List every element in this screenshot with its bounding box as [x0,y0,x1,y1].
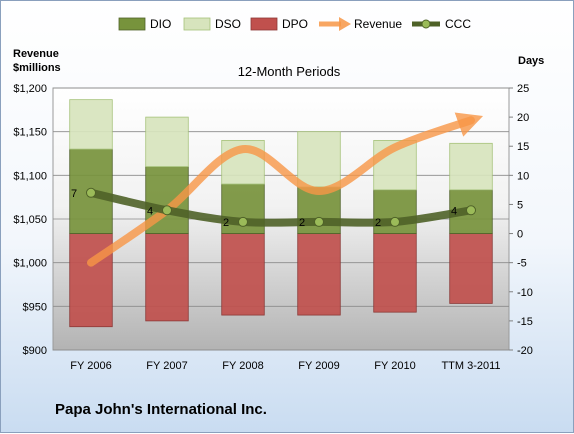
category-labels: FY 2006 FY 2007 FY 2008 FY 2009 FY 2010 TTM 3… [70,360,500,372]
category-label: FY 2006 [70,360,111,372]
left-tick-label: $1,100 [13,170,47,182]
category-label: TTM 3-2011 [441,360,500,372]
legend-label-dio: DIO [150,17,171,31]
ccc-data-label: 2 [299,217,305,229]
legend-swatch-dso [183,17,211,31]
legend-swatch-dio [118,17,146,31]
ccc-series: 7 4 2 2 2 4 [71,187,476,229]
ccc-point [466,205,476,216]
bar-dpo [297,233,341,316]
legend-swatch-ccc [412,19,440,29]
company-name: Papa John's International Inc. [55,401,267,418]
revenue-series [87,112,484,267]
legend: DIO DSO DPO Revenue CCC [118,17,471,31]
legend-label-dso: DSO [215,17,241,31]
category-label: FY 2010 [374,360,415,372]
left-axis-ticks: $900 $950 $1,000 $1,050 $1,100 $1,150 $1,200 [13,83,47,357]
right-tick-label: 25 [517,83,529,95]
left-tick-label: $1,200 [13,83,47,95]
left-tick-label: $1,150 [13,127,47,139]
revenue-line [87,112,484,267]
ccc-point [314,216,324,227]
legend-label-ccc: CCC [445,17,471,31]
category-label: FY 2008 [222,360,263,372]
bar-dso [145,116,189,168]
left-tick-label: $950 [23,301,47,313]
ccc-point [162,205,172,216]
left-axis-label-line1: Revenue [13,48,59,60]
right-axis-ticks: -20 -15 -10 -5 0 5 10 15 20 25 [509,83,533,357]
category-label: FY 2009 [298,360,339,372]
chart-title: 12-Month Periods [238,64,341,79]
right-tick-label: -5 [517,258,527,270]
left-tick-label: $900 [23,345,47,357]
bar-dpo [221,233,265,316]
ccc-data-label: 2 [223,217,229,229]
bar-dso [69,99,113,150]
right-tick-label: -20 [517,345,533,357]
left-tick-label: $1,000 [13,258,47,270]
bar-dpo [145,233,189,322]
right-tick-label: 20 [517,112,529,124]
bar-dso [449,142,493,191]
right-tick-label: 15 [517,141,529,153]
bar-dpo [69,233,113,328]
right-tick-label: 0 [517,229,523,241]
ccc-point [390,216,400,227]
left-axis-label-line2: $millions [13,62,61,74]
ccc-point [238,216,248,227]
legend-swatch-revenue [319,17,351,31]
right-tick-label: 10 [517,170,529,182]
category-label: FY 2007 [146,360,187,372]
right-tick-label: 5 [517,199,523,211]
right-axis-label: Days [518,55,544,67]
legend-label-dpo: DPO [282,17,308,31]
legend-label-revenue: Revenue [354,17,402,31]
ccc-point [86,187,96,198]
right-tick-label: -15 [517,316,533,328]
ccc-data-label: 7 [71,188,77,200]
ccc-data-label: 4 [451,205,457,217]
right-tick-label: -10 [517,287,533,299]
ccc-data-label: 2 [375,217,381,229]
ccc-data-label: 4 [147,205,153,217]
left-tick-label: $1,050 [13,214,47,226]
legend-swatch-dpo [250,17,278,31]
bar-dpo [373,233,417,313]
bar-dpo [449,233,493,304]
bar-dso [297,131,341,188]
ccc-line [87,188,475,227]
